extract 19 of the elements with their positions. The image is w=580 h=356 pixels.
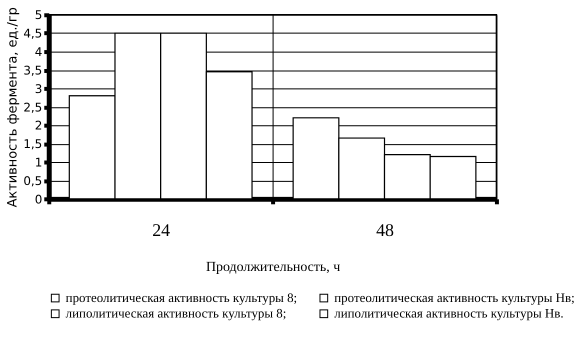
legend-label: липолитическая активность культуры Нв. [334, 306, 564, 321]
y-tick-label: 4,5 [23, 26, 42, 41]
legend-label: протеолитическая активность культуры Нв; [334, 290, 575, 306]
y-tick-label: 0,5 [23, 174, 42, 188]
x-axis-title: Продолжительность, ч [206, 260, 340, 275]
y-axis-title: Активность фермента, ед./гр [5, 7, 20, 208]
x-tick-label: 24 [152, 220, 170, 240]
legend-label: липолитическая активность культуры 8; [66, 306, 286, 321]
y-tick-label: 0 [34, 192, 42, 206]
y-tick-label: 3 [34, 82, 42, 96]
legend-label: протеолитическая активность культуры 8; [66, 290, 298, 306]
y-tick-label: 1 [34, 155, 42, 170]
y-tick-label: 2,5 [23, 100, 42, 114]
y-tick-label: 4 [34, 45, 42, 60]
y-tick-label: 1,5 [23, 137, 42, 152]
y-tick-label: 2 [34, 118, 42, 133]
y-tick-label: 5 [34, 8, 42, 22]
y-tick-label: 3,5 [23, 63, 42, 78]
x-tick-label: 48 [376, 220, 394, 240]
